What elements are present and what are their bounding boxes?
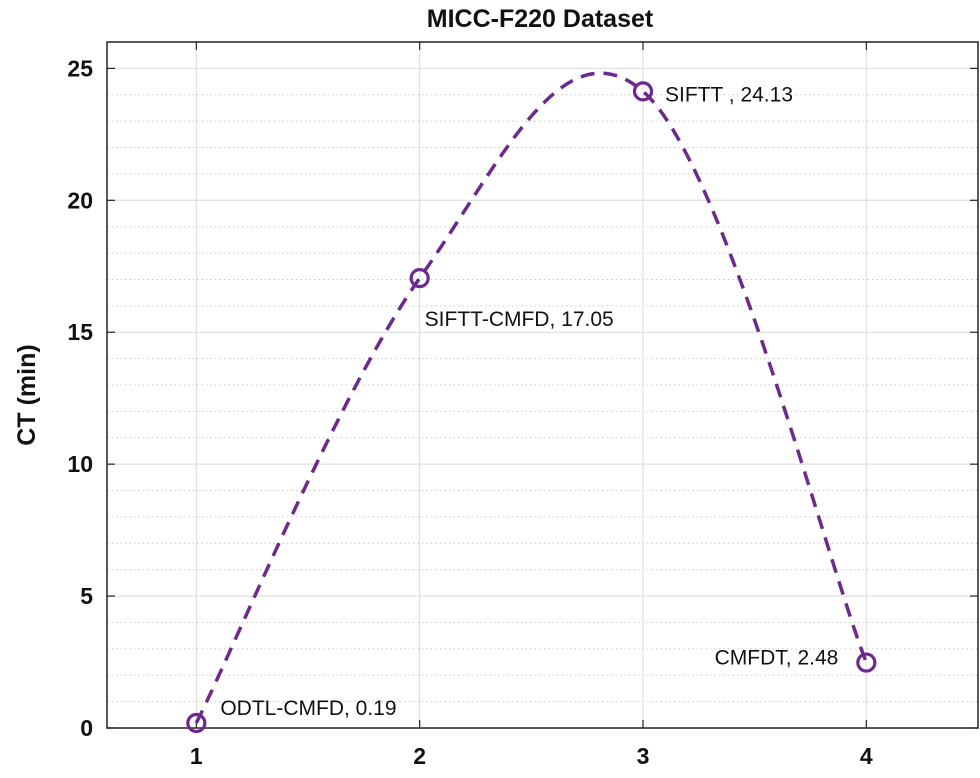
series-line	[194, 71, 868, 724]
series: ODTL-CMFD, 0.19 SIFTT-CMFD, 17.05 SIFTT , …	[186, 71, 877, 734]
y-tick-label: 15	[67, 319, 93, 345]
chart-title: MICC-F220 Dataset	[427, 5, 654, 33]
data-point-marker	[856, 652, 877, 673]
data-label: SIFTT-CMFD, 17.05	[425, 308, 614, 331]
grid	[107, 41, 978, 729]
plot-area-border	[106, 41, 979, 729]
x-tick-label: 3	[637, 743, 650, 769]
data-label: ODTL-CMFD, 0.19	[220, 697, 396, 720]
y-axis-label: CT (min)	[13, 344, 41, 445]
y-tick-label: 25	[67, 55, 93, 81]
y-tick-label: 20	[67, 187, 93, 213]
axis-ticks: 0 5 10 15 20 25 1 2 3 4	[67, 42, 978, 769]
data-point-marker	[409, 268, 430, 289]
data-label: CMFDT, 2.48	[715, 647, 839, 670]
x-tick-label: 2	[413, 743, 426, 769]
x-tick-label: 1	[190, 743, 203, 769]
y-tick-label: 0	[80, 715, 93, 741]
data-label: SIFTT , 24.13	[665, 83, 793, 106]
y-tick-label: 5	[80, 583, 93, 609]
x-tick-label: 4	[860, 743, 873, 769]
data-point-marker	[186, 712, 207, 734]
y-tick-label: 10	[67, 451, 93, 477]
data-point-marker	[632, 81, 654, 102]
